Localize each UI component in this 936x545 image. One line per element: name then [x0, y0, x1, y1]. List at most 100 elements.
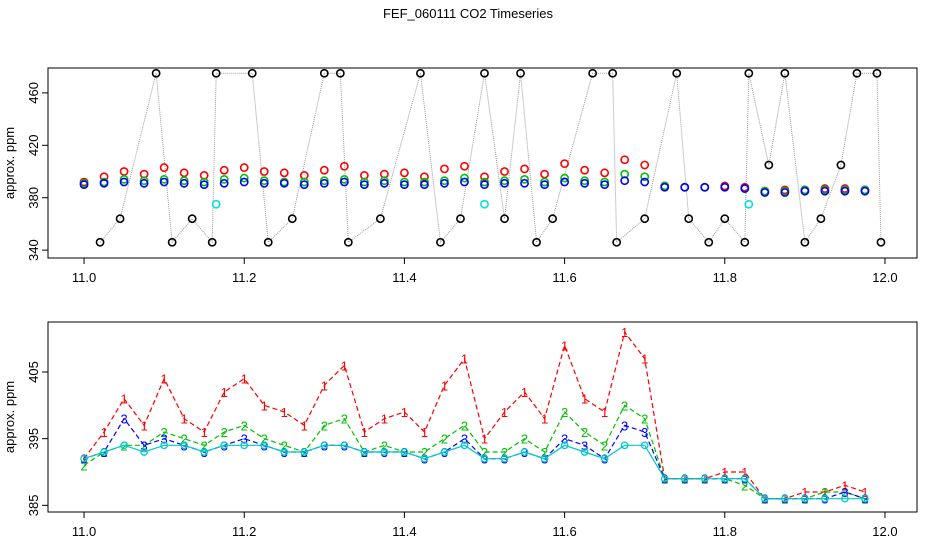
digit-marker: 3	[241, 432, 248, 447]
plot-box	[47, 321, 918, 513]
data-point	[95, 237, 105, 247]
data-point	[460, 173, 469, 183]
digit-marker: 3	[161, 432, 168, 447]
data-point	[520, 178, 529, 188]
digit-marker: 1	[461, 352, 468, 367]
data-point	[516, 68, 525, 78]
digit-marker: 1	[381, 412, 388, 427]
data-point	[872, 68, 882, 78]
data-point	[207, 237, 217, 247]
digit-marker: 3	[641, 425, 648, 440]
digit-marker: 3	[581, 438, 588, 453]
data-point	[860, 186, 870, 196]
data-point	[319, 165, 329, 175]
plot-box	[47, 67, 918, 259]
data-point	[379, 176, 389, 186]
data-point	[580, 176, 590, 186]
x-tick-label: 12.0	[872, 270, 897, 285]
data-point	[80, 454, 88, 463]
y-tick-label: 405	[26, 361, 41, 383]
digit-marker: 2	[621, 398, 628, 413]
data-point	[580, 165, 590, 175]
data-point	[840, 186, 850, 196]
data-point	[139, 178, 149, 188]
digit-marker: 2	[441, 432, 448, 447]
data-point	[764, 160, 774, 170]
digit-marker: 1	[841, 478, 848, 493]
data-point	[540, 454, 549, 463]
data-point	[200, 448, 209, 456]
x-tick-label: 11.6	[552, 270, 576, 285]
data-point	[239, 163, 249, 172]
data-point	[672, 68, 682, 78]
data-point	[440, 164, 449, 174]
digit-marker: 1	[241, 372, 248, 387]
data-point	[744, 68, 754, 78]
x-tick-label: 11.6	[552, 524, 576, 539]
y-axis-label: approx. ppm	[2, 381, 17, 453]
data-point	[220, 441, 229, 450]
data-point	[500, 214, 509, 224]
y-tick-label: 420	[26, 134, 41, 156]
data-point	[580, 448, 589, 456]
digit-marker: 1	[541, 412, 548, 427]
data-point	[179, 178, 189, 188]
data-point	[500, 454, 509, 463]
digit-marker: 3	[841, 485, 848, 500]
digit-marker: 1	[581, 392, 588, 407]
data-point	[852, 68, 862, 78]
digit-marker: 1	[341, 358, 348, 373]
data-point	[319, 68, 329, 78]
digit-marker: 1	[641, 352, 648, 367]
digit-marker: 1	[281, 405, 288, 420]
data-point	[260, 441, 269, 450]
data-point	[548, 214, 557, 224]
data-point	[640, 172, 650, 182]
y-tick-label: 385	[26, 494, 41, 516]
data-point	[740, 184, 750, 193]
digit-marker: 1	[301, 418, 308, 433]
data-point	[299, 177, 309, 187]
data-point	[480, 68, 489, 78]
data-point	[379, 178, 389, 188]
digit-marker: 1	[801, 485, 808, 500]
data-point	[219, 178, 229, 188]
digit-marker: 2	[341, 412, 348, 427]
data-point	[247, 68, 257, 78]
digit-marker: 1	[601, 405, 608, 420]
data-point	[280, 448, 289, 456]
data-point	[620, 441, 629, 450]
data-point	[520, 174, 529, 184]
data-point	[187, 214, 197, 224]
data-point	[660, 182, 670, 192]
digit-marker: 2	[321, 418, 328, 433]
data-point	[460, 441, 469, 450]
digit-marker: 2	[561, 405, 568, 420]
data-point	[140, 448, 148, 456]
data-point	[400, 180, 409, 190]
data-point	[540, 180, 549, 190]
data-point	[480, 199, 489, 209]
digit-marker: 3	[140, 438, 147, 453]
data-point	[801, 494, 809, 503]
data-point	[279, 178, 289, 188]
connector-line	[99, 72, 882, 244]
x-tick-label: 11.0	[72, 270, 96, 285]
data-point	[760, 494, 769, 503]
x-tick-label: 11.0	[72, 524, 96, 539]
data-point	[300, 448, 309, 456]
digit-marker: 1	[140, 418, 147, 433]
figure-title: FEF_060111 CO2 Timeseries	[383, 6, 554, 21]
data-point	[119, 177, 129, 187]
data-point	[380, 448, 389, 456]
digit-marker: 2	[421, 445, 428, 460]
digit-marker: 2	[181, 432, 188, 447]
data-point	[339, 161, 349, 171]
data-point	[440, 176, 449, 186]
data-point	[560, 177, 569, 187]
data-point	[560, 173, 569, 183]
data-point	[600, 168, 610, 178]
data-point	[680, 182, 690, 192]
data-point	[179, 176, 189, 186]
